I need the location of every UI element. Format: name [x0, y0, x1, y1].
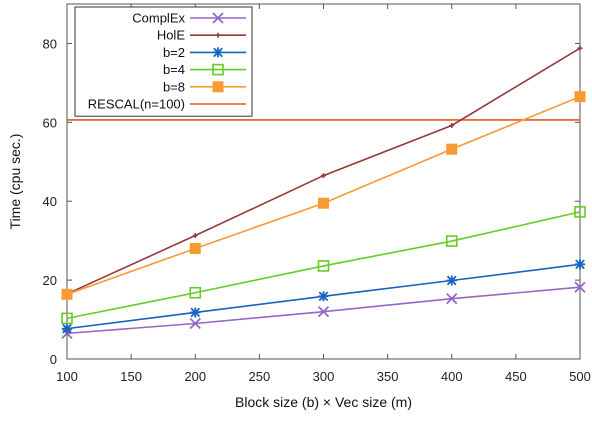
- x-tick-label: 250: [249, 369, 271, 384]
- data-point-complex: [574, 281, 586, 293]
- data-point-b-2: [318, 291, 329, 302]
- data-point-b-2: [575, 259, 585, 270]
- data-point-b-4: [317, 260, 330, 272]
- legend-label-b-2: b=2: [163, 45, 185, 60]
- data-point-b-8: [318, 197, 329, 209]
- series-line-b-8: [66, 95, 581, 296]
- data-point-complex: [317, 306, 330, 318]
- x-tick-label: 450: [505, 369, 527, 384]
- data-point-b-2: [190, 307, 201, 318]
- y-axis-ticks: 0 20 40 60 80: [43, 36, 580, 367]
- data-point-b-4: [61, 312, 73, 325]
- data-point-b-2: [446, 275, 457, 286]
- legend-label-b-8: b=8: [163, 79, 185, 94]
- x-tick-label: 100: [56, 369, 78, 384]
- legend-label-hole: HolE: [157, 28, 186, 43]
- series-markers: [61, 45, 586, 339]
- data-point-b-2: [62, 323, 72, 334]
- x-axis-label: Block size (b) × Vec size (m): [235, 394, 412, 410]
- legend-box: [74, 6, 253, 117]
- legend-label-complex: ComplEx: [132, 11, 185, 26]
- legend-marker-b-4: [212, 63, 224, 76]
- data-point-b-4: [445, 235, 458, 247]
- legend-marker-complex: [212, 12, 224, 24]
- legend-marker-b-2: [213, 47, 223, 58]
- y-tick-label: 40: [43, 194, 57, 209]
- legend: ComplEx HolE b=2 b=4 b=8 RESCAL(n=100): [74, 6, 253, 117]
- y-tick-label: 80: [43, 36, 57, 51]
- x-tick-label: 200: [184, 369, 206, 384]
- legend-marker-hole: [215, 32, 221, 38]
- x-tick-label: 400: [441, 369, 463, 384]
- legend-marker-b-8: [212, 81, 224, 93]
- x-tick-label: 300: [313, 369, 335, 384]
- data-point-b-8: [189, 243, 201, 255]
- data-point-b-8: [446, 143, 458, 155]
- series-line-b-4: [66, 211, 581, 320]
- data-point-b-8: [61, 288, 73, 300]
- y-tick-label: 0: [50, 352, 57, 367]
- data-point-b-8: [574, 91, 586, 103]
- data-point-hole: [577, 45, 583, 51]
- x-axis-ticks: 100 150 200 250 300 350 400 450 500: [56, 4, 591, 384]
- x-tick-label: 500: [569, 369, 591, 384]
- x-tick-label: 350: [377, 369, 399, 384]
- data-point-complex: [189, 317, 201, 330]
- data-point-complex: [446, 293, 458, 305]
- x-tick-label: 150: [120, 369, 142, 384]
- data-point-b-4: [189, 286, 202, 299]
- legend-label-rescal-n-100: RESCAL(n=100): [88, 97, 185, 112]
- data-point-hole: [192, 233, 198, 239]
- data-point-hole: [321, 173, 326, 179]
- y-axis-label: Time (cpu sec.): [7, 134, 23, 230]
- data-point-hole: [449, 122, 455, 128]
- legend-label-b-4: b=4: [163, 62, 185, 77]
- y-tick-label: 20: [43, 273, 57, 288]
- data-point-b-4: [574, 206, 586, 218]
- y-tick-label: 60: [43, 115, 57, 130]
